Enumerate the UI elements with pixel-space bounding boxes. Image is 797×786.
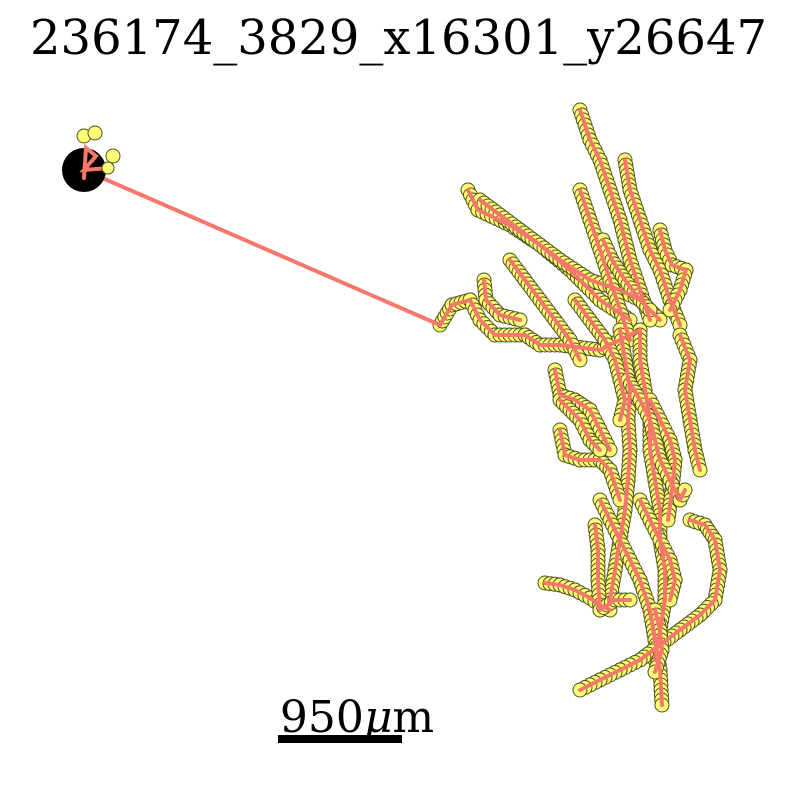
soma-nodes [76,125,121,175]
trace-branch [578,108,652,322]
trace-branch [578,188,632,342]
trace-branch [626,378,687,502]
trace-branch [678,333,702,472]
trace-branch [601,238,652,312]
trace-branch [573,298,627,422]
trace-branch [578,518,722,692]
scale-bar-label: 950μm [279,692,435,743]
trace-branch [558,398,602,452]
scale-bar [278,735,402,743]
trace-branch [653,608,664,674]
trace-branch [593,523,632,612]
trace-branch [558,428,622,502]
trace-branch [648,398,677,522]
trace-lines [82,108,722,707]
trace-branch [638,498,677,602]
trace-branch [623,158,682,327]
trace-branch [608,328,632,602]
plot-title: 236174_3829_x16301_y26647 [30,10,767,66]
trace-branch [553,368,612,452]
trace-branch [638,328,667,662]
trace-branch [658,228,688,312]
trace-branch [482,278,522,322]
trace-branch [508,258,582,362]
